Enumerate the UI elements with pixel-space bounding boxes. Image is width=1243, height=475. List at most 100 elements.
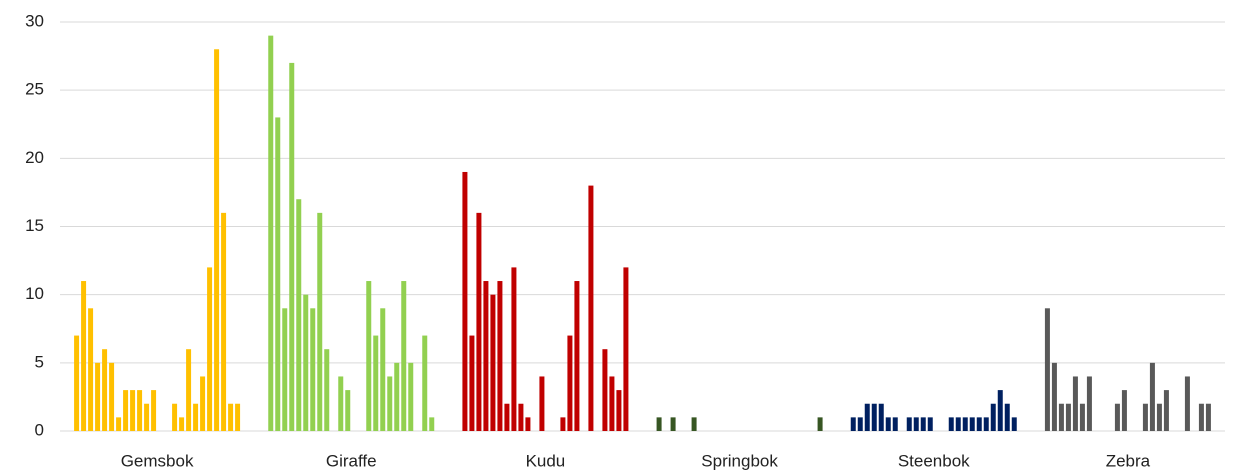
bar xyxy=(490,294,496,431)
bar xyxy=(567,335,573,431)
bar xyxy=(116,417,122,431)
bar xyxy=(282,308,288,431)
y-tick-label: 25 xyxy=(25,80,44,99)
bar xyxy=(976,417,982,431)
bar xyxy=(920,417,926,431)
bar xyxy=(1004,403,1010,431)
bar xyxy=(623,267,629,431)
bar xyxy=(539,376,545,431)
bar xyxy=(1184,376,1190,431)
bar xyxy=(207,267,213,431)
bar xyxy=(408,362,414,431)
bar xyxy=(88,308,94,431)
bar xyxy=(476,212,482,431)
bar xyxy=(387,376,393,431)
bar xyxy=(151,390,157,431)
y-tick-label: 0 xyxy=(35,420,44,439)
bar xyxy=(296,199,302,431)
bar xyxy=(609,376,615,431)
bar xyxy=(422,335,428,431)
bar xyxy=(462,171,468,431)
bar xyxy=(186,349,192,431)
bar xyxy=(1163,390,1169,431)
bar xyxy=(235,403,241,431)
bar xyxy=(373,335,379,431)
bar xyxy=(81,281,87,431)
bar xyxy=(817,417,823,431)
bar xyxy=(221,212,227,431)
bar xyxy=(109,362,115,431)
x-tick-label: Springbok xyxy=(701,451,778,470)
bar xyxy=(228,403,234,431)
bar xyxy=(1011,417,1017,431)
bar xyxy=(588,185,594,431)
bar xyxy=(1149,362,1155,431)
x-tick-label: Zebra xyxy=(1106,451,1151,470)
bar xyxy=(303,294,309,431)
bar xyxy=(857,417,863,431)
bar xyxy=(927,417,933,431)
bar xyxy=(483,281,489,431)
bar xyxy=(401,281,407,431)
bar xyxy=(691,417,697,431)
bar xyxy=(525,417,531,431)
bar xyxy=(144,403,150,431)
bar xyxy=(892,417,898,431)
bar xyxy=(394,362,400,431)
bar xyxy=(1198,403,1204,431)
bar xyxy=(574,281,580,431)
bar xyxy=(123,390,129,431)
bar xyxy=(878,403,884,431)
bar xyxy=(214,49,220,432)
bar xyxy=(193,403,199,431)
bar xyxy=(997,390,1003,431)
bar xyxy=(864,403,870,431)
bar xyxy=(885,417,891,431)
bar xyxy=(338,376,344,431)
bar xyxy=(906,417,912,431)
bar xyxy=(366,281,372,431)
bar xyxy=(1205,403,1211,431)
bar xyxy=(1058,403,1064,431)
x-tick-label: Steenbok xyxy=(898,451,970,470)
bar xyxy=(130,390,136,431)
y-tick-label: 20 xyxy=(25,148,44,167)
bar xyxy=(850,417,856,431)
bar xyxy=(602,349,608,431)
bar xyxy=(429,417,435,431)
bar xyxy=(1072,376,1078,431)
y-tick-label: 30 xyxy=(25,11,44,30)
bar xyxy=(310,308,316,431)
y-tick-label: 15 xyxy=(25,216,44,235)
bar xyxy=(345,390,351,431)
bar xyxy=(380,308,386,431)
y-tick-label: 10 xyxy=(25,284,44,303)
bar xyxy=(102,349,108,431)
bar xyxy=(469,335,475,431)
bar xyxy=(656,417,662,431)
bar xyxy=(955,417,961,431)
bar xyxy=(670,417,676,431)
y-tick-label: 5 xyxy=(35,352,44,371)
bar xyxy=(1114,403,1120,431)
bar xyxy=(1051,362,1057,431)
bar xyxy=(200,376,206,431)
bar xyxy=(172,403,178,431)
bar xyxy=(990,403,996,431)
bar xyxy=(1156,403,1162,431)
bar xyxy=(948,417,954,431)
bar xyxy=(1044,308,1050,431)
bar xyxy=(289,62,295,432)
bar xyxy=(518,403,524,431)
x-tick-label: Gemsbok xyxy=(121,451,194,470)
bar xyxy=(504,403,510,431)
bar xyxy=(913,417,919,431)
bar xyxy=(179,417,185,431)
bar xyxy=(1142,403,1148,431)
bar xyxy=(497,281,503,431)
bar xyxy=(511,267,517,431)
bar xyxy=(962,417,968,431)
bar xyxy=(317,212,323,431)
